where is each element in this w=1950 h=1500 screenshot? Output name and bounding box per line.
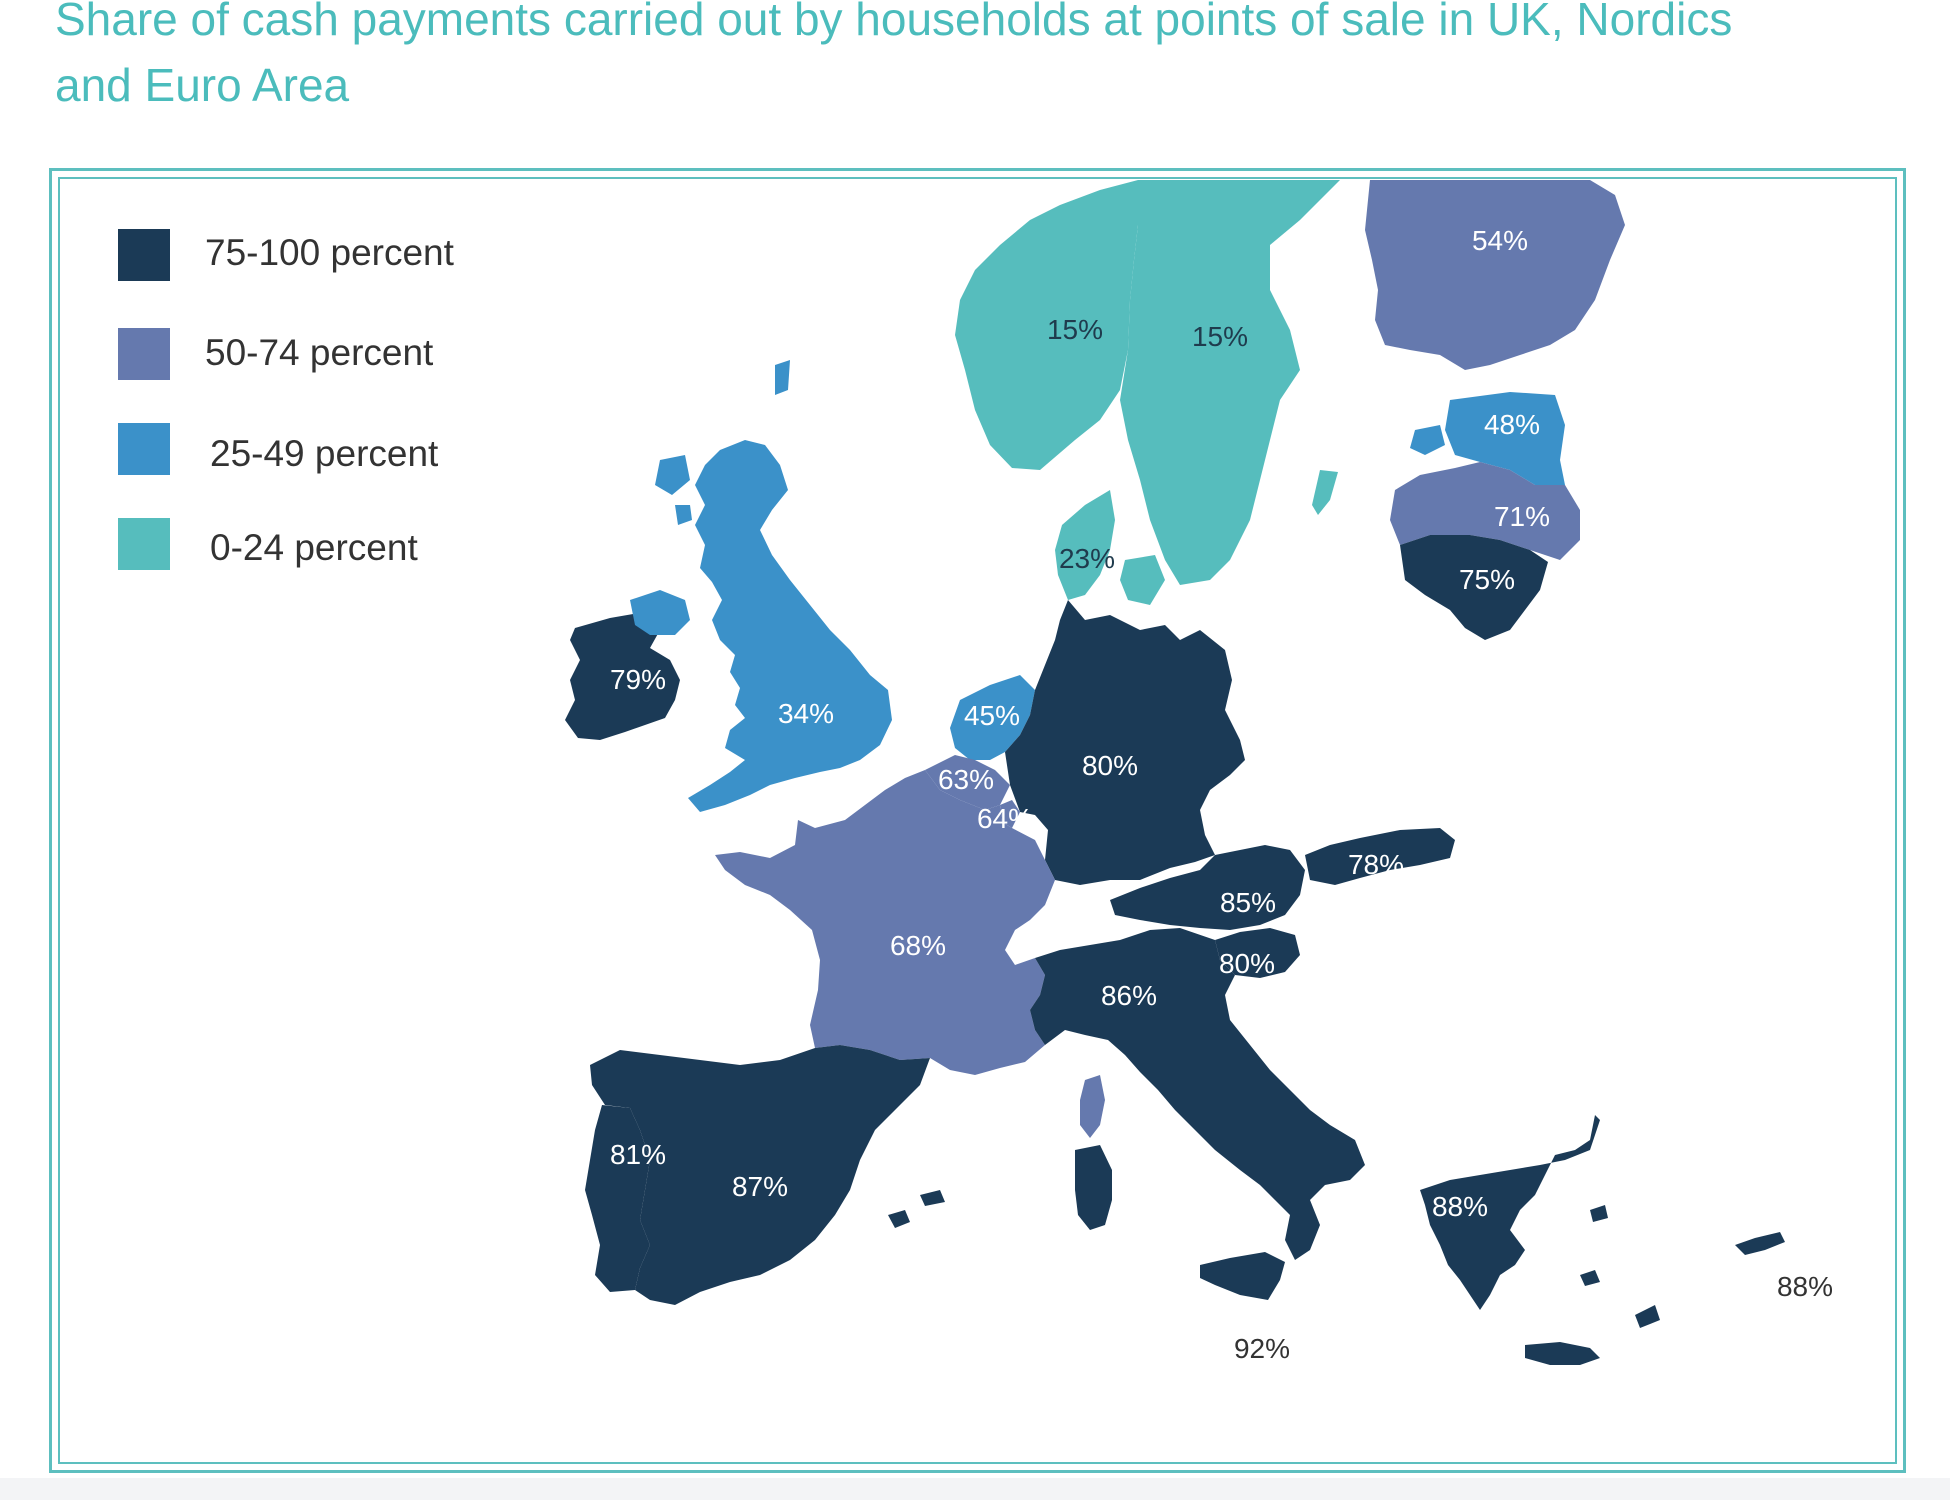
region-sardinia <box>1075 1145 1112 1230</box>
label-latvia: 71% <box>1494 501 1550 532</box>
region-slovenia <box>1215 928 1300 978</box>
region-france <box>715 770 1055 1075</box>
region-cyprus <box>1735 1232 1785 1255</box>
region-luxembourg <box>1000 800 1020 828</box>
region-denmark-zealand <box>1120 555 1165 605</box>
label-cyprus: 88% <box>1777 1271 1833 1302</box>
label-germany: 80% <box>1082 750 1138 781</box>
legend-swatch-50-74 <box>118 328 170 380</box>
region-balearic <box>888 1190 945 1228</box>
region-greece <box>1420 1115 1600 1310</box>
region-sweden <box>1120 180 1340 585</box>
legend-swatch-0-24 <box>118 518 170 570</box>
region-denmark <box>1055 490 1115 600</box>
label-denmark: 23% <box>1059 543 1115 574</box>
legend-label-25-49: 25-49 percent <box>210 433 439 474</box>
legend-label-75-100: 75-100 percent <box>205 232 454 273</box>
label-belgium: 63% <box>938 764 994 795</box>
region-finland <box>1365 180 1625 370</box>
region-corsica <box>1080 1075 1105 1138</box>
region-estonia <box>1445 392 1565 485</box>
label-portugal: 81% <box>610 1139 666 1170</box>
region-gotland <box>1312 470 1338 515</box>
region-germany <box>1005 600 1245 885</box>
label-netherlands: 45% <box>964 700 1020 731</box>
label-spain: 87% <box>732 1171 788 1202</box>
legend-label-50-74: 50-74 percent <box>205 332 434 373</box>
region-lithuania <box>1400 535 1548 640</box>
region-scottish-islands <box>655 360 790 525</box>
legend-swatch-75-100 <box>118 229 170 281</box>
region-spain <box>590 1045 930 1305</box>
label-finland: 54% <box>1472 225 1528 256</box>
region-sicily <box>1200 1252 1285 1300</box>
region-italy <box>1030 928 1365 1260</box>
label-greece: 88% <box>1432 1191 1488 1222</box>
region-estonia-islands <box>1410 425 1445 455</box>
region-norway <box>955 180 1138 470</box>
bottom-strip <box>0 1478 1950 1500</box>
label-norway: 15% <box>1047 314 1103 345</box>
map-frame-outer <box>49 168 1906 1473</box>
label-slovakia: 78% <box>1348 849 1404 880</box>
region-belgium <box>925 755 1010 810</box>
region-northern-ireland <box>630 590 690 635</box>
label-luxembourg: 64% <box>977 803 1033 834</box>
label-france: 68% <box>890 930 946 961</box>
map-frame-inner <box>58 177 1897 1464</box>
legend-label-0-24: 0-24 percent <box>210 527 418 568</box>
map-title: Share of cash payments carried out by ho… <box>55 0 1733 111</box>
region-slovakia <box>1305 828 1455 885</box>
label-austria: 85% <box>1220 887 1276 918</box>
label-malta: 92% <box>1234 1333 1290 1364</box>
label-ireland: 79% <box>610 664 666 695</box>
label-slovenia: 80% <box>1219 948 1275 979</box>
label-uk: 34% <box>778 698 834 729</box>
label-estonia: 48% <box>1484 409 1540 440</box>
region-ireland <box>565 612 680 740</box>
label-lithuania: 75% <box>1459 564 1515 595</box>
label-italy: 86% <box>1101 980 1157 1011</box>
region-greece-islands <box>1525 1205 1660 1365</box>
legend-swatch-25-49 <box>118 423 170 475</box>
label-sweden: 15% <box>1192 321 1248 352</box>
region-netherlands <box>950 675 1035 760</box>
region-latvia <box>1390 462 1580 560</box>
region-portugal <box>585 1105 650 1292</box>
region-great-britain <box>688 440 892 812</box>
region-austria <box>1110 845 1305 930</box>
